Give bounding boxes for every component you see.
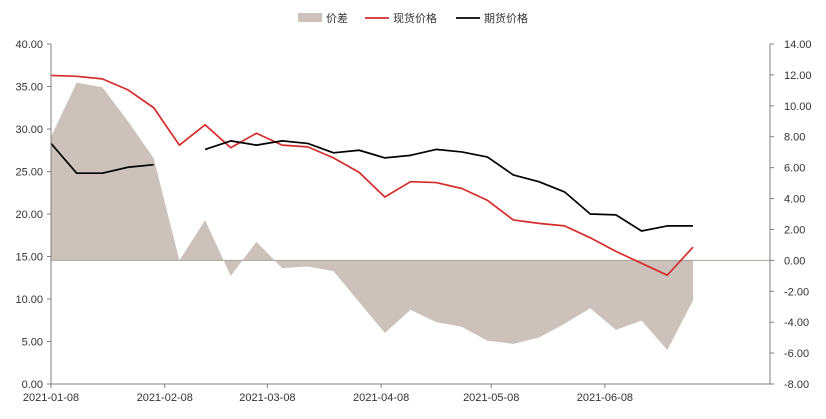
y-right-tick-label: -6.00 [784,348,809,360]
y-left-tick-label: 20.00 [15,209,43,221]
y-left-tick-label: 10.00 [15,294,43,306]
y-left-tick-label: 15.00 [15,252,43,264]
line-layer [50,74,694,277]
y-left-tick-label: 35.00 [15,82,43,94]
legend-futures-label: 期货价格 [484,11,528,25]
x-tick-label: 2021-05-08 [463,392,519,404]
x-tick-label: 2021-02-08 [137,392,193,404]
x-tick-label: 2021-01-08 [23,392,79,404]
spread-area [51,82,693,351]
y-right-tick-label: -4.00 [784,317,809,329]
legend-spot-label: 现货价格 [393,11,437,25]
y-left-tick-label: 25.00 [15,167,43,179]
spot-price-line [50,74,694,277]
y-right-tick-label: 4.00 [784,194,805,206]
y-right-tick-label: 10.00 [784,101,812,113]
y-right-tick-label: 12.00 [784,70,812,82]
legend-spread-label: 价差 [326,11,348,25]
y-right-tick-label: -2.00 [784,286,809,298]
legend-spread-swatch [298,13,322,22]
y-right-tick-label: 6.00 [784,163,805,175]
y-right-tick-label: 14.00 [784,39,812,51]
y-left-tick-label: 0.00 [22,379,43,391]
y-left-tick-label: 40.00 [15,39,43,51]
y-left-tick-label: 30.00 [15,124,43,136]
spread-area-layer [51,82,770,351]
legend: 价差 现货价格 期货价格 [298,11,528,25]
y-right-tick-label: 2.00 [784,224,805,236]
futures-price-line [50,140,693,232]
y-right-tick-label: 0.00 [784,255,805,267]
y-right-tick-label: 8.00 [784,132,805,144]
x-tick-label: 2021-03-08 [239,392,295,404]
y-right-tick-label: -8.00 [784,379,809,391]
y-left-tick-label: 5.00 [22,337,43,349]
x-tick-label: 2021-06-08 [577,392,633,404]
axes-layer: 0.00 5.00 10.00 15.00 20.00 25.00 30.00 35.00 40… [15,39,811,404]
x-tick-label: 2021-04-08 [353,392,409,404]
